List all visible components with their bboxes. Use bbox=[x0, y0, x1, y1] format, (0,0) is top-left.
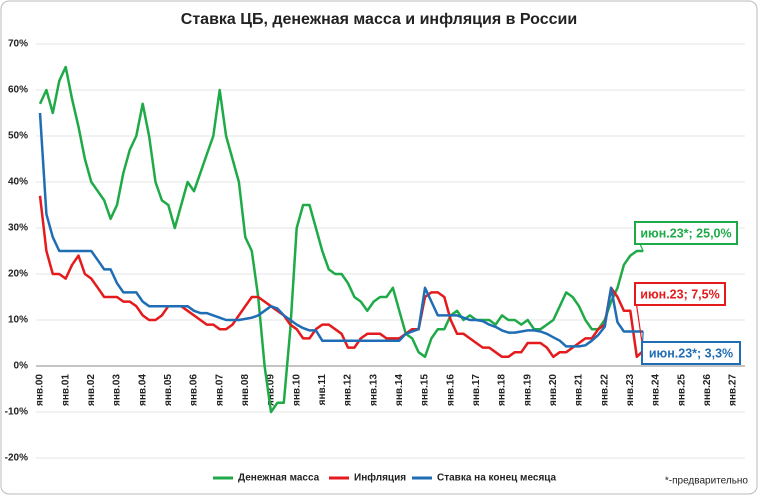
y-tick-label: 60% bbox=[8, 85, 28, 96]
x-tick-label: янв.04 bbox=[137, 374, 148, 406]
x-tick-label: янв.27 bbox=[728, 374, 739, 406]
x-tick-label: янв.08 bbox=[240, 374, 251, 406]
x-tick-label: янв.17 bbox=[471, 374, 482, 406]
x-tick-label: янв.09 bbox=[266, 374, 277, 406]
x-tick-label: янв.24 bbox=[651, 374, 662, 406]
annotation-box bbox=[634, 221, 738, 245]
x-tick-label: янв.12 bbox=[343, 374, 354, 406]
y-tick-label: 10% bbox=[8, 315, 28, 326]
chart-title: Ставка ЦБ, денежная масса и инфляция в Р… bbox=[181, 11, 577, 28]
x-tick-label: янв.18 bbox=[497, 374, 508, 406]
annotation-label: июн.23*; 25,0% bbox=[640, 226, 731, 240]
x-tick-label: янв.15 bbox=[420, 374, 431, 406]
x-tick-label: янв.03 bbox=[112, 374, 123, 406]
y-tick-label: 0% bbox=[14, 361, 29, 372]
x-tick-label: янв.01 bbox=[60, 374, 71, 406]
x-tick-label: янв.25 bbox=[676, 374, 687, 406]
y-tick-label: 40% bbox=[8, 177, 28, 188]
x-tick-label: янв.10 bbox=[291, 374, 302, 406]
x-tick-label: янв.20 bbox=[548, 374, 559, 406]
x-tick-label: янв.22 bbox=[599, 374, 610, 406]
y-tick-label: 70% bbox=[8, 39, 28, 50]
series-line bbox=[38, 65, 644, 414]
x-tick-label: янв.13 bbox=[368, 374, 379, 406]
x-tick-label: янв.23 bbox=[625, 374, 636, 406]
x-tick-label: янв.14 bbox=[394, 374, 405, 406]
series-line bbox=[38, 195, 645, 359]
y-tick-label: 50% bbox=[8, 131, 28, 142]
x-tick-label: янв.00 bbox=[35, 374, 46, 406]
x-tick-label: янв.26 bbox=[702, 374, 713, 406]
legend-label: Инфляция bbox=[354, 472, 406, 484]
y-tick-label: 20% bbox=[8, 269, 28, 280]
x-tick-label: янв.02 bbox=[86, 374, 97, 406]
x-tick-label: янв.07 bbox=[214, 374, 225, 406]
legend-label: Ставка на конец месяца bbox=[437, 473, 557, 484]
annotation-label: июн.23; 7,5% bbox=[640, 287, 719, 301]
y-tick-label: 30% bbox=[8, 223, 28, 234]
annotation-box bbox=[634, 282, 726, 306]
x-tick-label: янв.21 bbox=[574, 374, 585, 406]
x-tick-label: янв.05 bbox=[163, 374, 174, 406]
annotation-label: июн.23*; 3,3% bbox=[649, 346, 733, 360]
x-tick-label: янв.19 bbox=[522, 374, 533, 406]
x-tick-label: янв.11 bbox=[317, 374, 328, 406]
y-tick-label: -10% bbox=[5, 407, 28, 418]
y-tick-label: -20% bbox=[5, 453, 28, 464]
legend-label: Денежная масса bbox=[238, 473, 320, 484]
series-line bbox=[38, 112, 644, 348]
annotation-box bbox=[641, 341, 741, 365]
x-tick-label: янв.06 bbox=[189, 374, 200, 406]
x-tick-label: янв.16 bbox=[445, 374, 456, 406]
footnote: *-предварительно bbox=[665, 476, 749, 487]
